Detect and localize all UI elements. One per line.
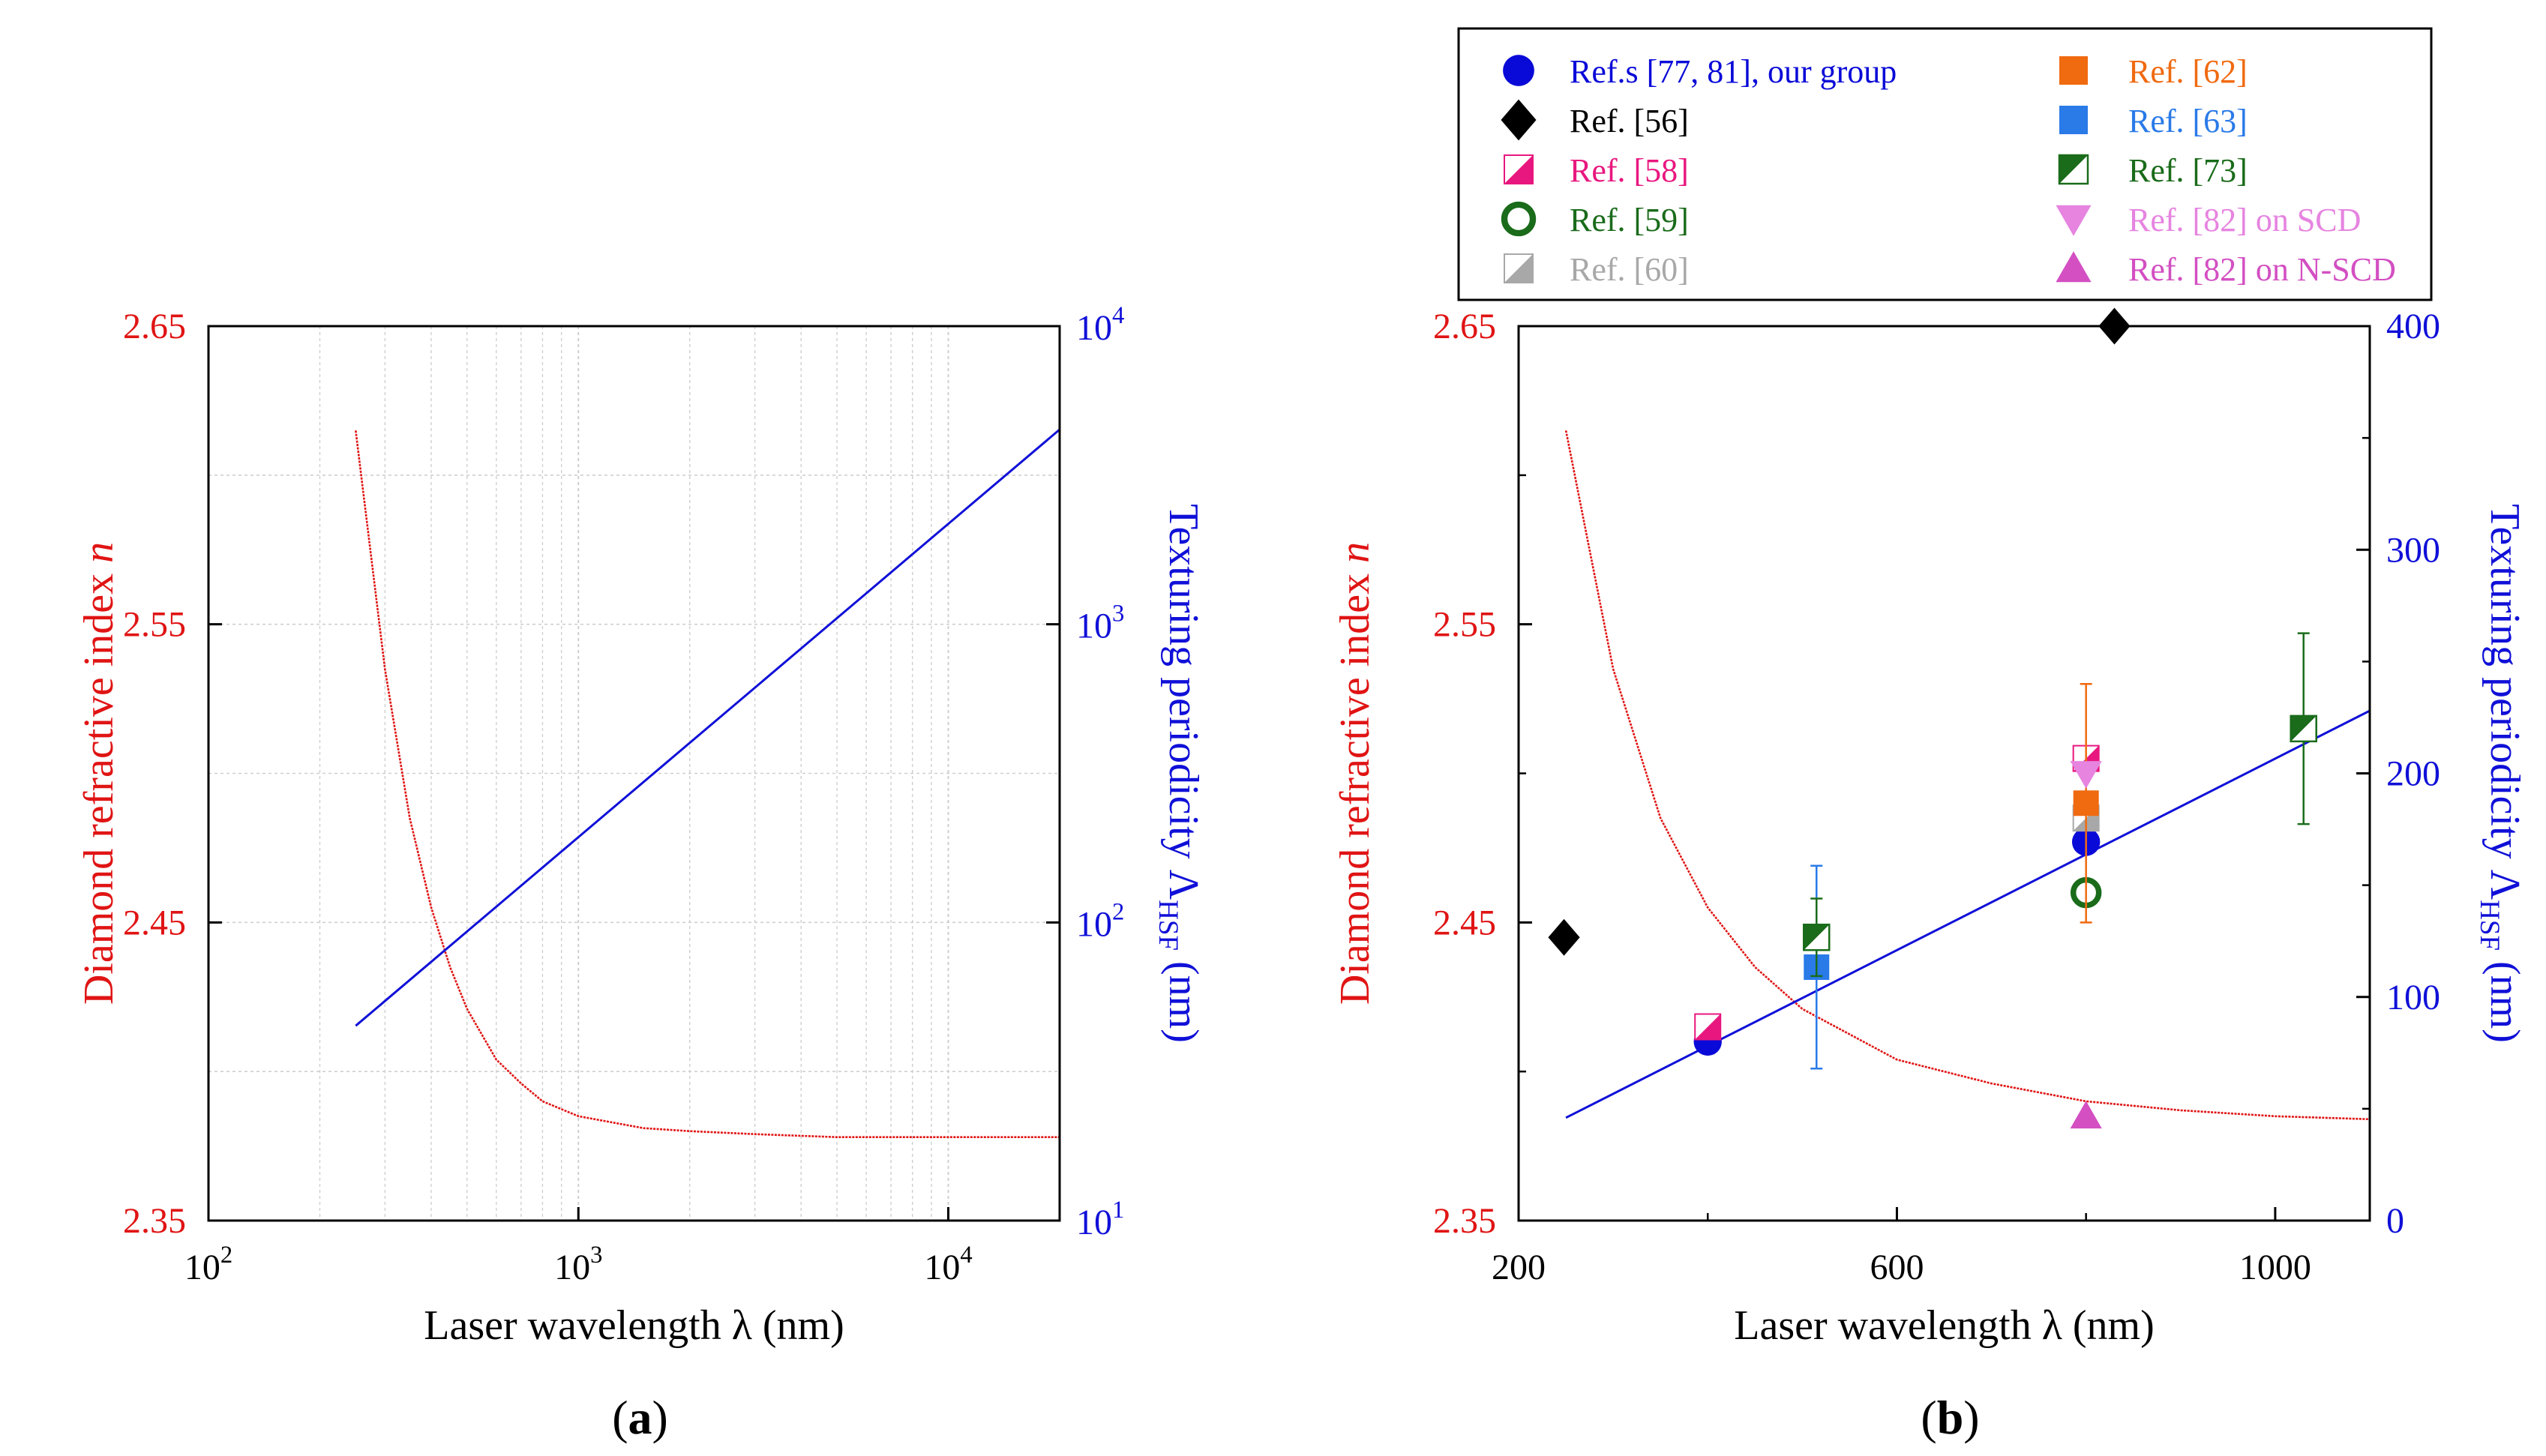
- right-tick-label: 400: [2386, 307, 2440, 346]
- legend-marker: [2059, 106, 2088, 134]
- panel-label: (b): [1921, 1391, 1979, 1444]
- periodicity-line: [1565, 709, 2371, 1119]
- right-axis-label: Texturing periodicity ΛHSF (nm): [2475, 504, 2528, 1043]
- refractive-index-curve: [355, 430, 1060, 1138]
- right-tick-label: 100: [2386, 978, 2440, 1017]
- left-axis-label: Diamond refractive index n: [1332, 542, 1378, 1005]
- legend-marker: [1501, 99, 1537, 141]
- x-axis-label: Laser wavelength λ (nm): [1734, 1302, 2155, 1349]
- right-tick-label: 0: [2386, 1201, 2404, 1241]
- x-tick-label: 1000: [2239, 1248, 2311, 1287]
- legend-marker: [1501, 201, 1537, 237]
- left-tick-label: 2.45: [123, 903, 186, 942]
- x-tick-label: 104: [924, 1242, 972, 1287]
- right-tick-label: 200: [2386, 754, 2440, 794]
- left-axis-label: Diamond refractive index n: [76, 542, 122, 1005]
- left-tick-label: 2.55: [123, 605, 186, 645]
- left-tick-label: 2.65: [1433, 307, 1496, 346]
- legend-label: Ref. [60]: [1570, 251, 1689, 288]
- data-point: [2073, 790, 2099, 816]
- legend-label: Ref. [58]: [1570, 152, 1689, 189]
- left-tick-label: 2.35: [1433, 1201, 1496, 1241]
- legend-marker: [2058, 154, 2089, 185]
- legend-label: Ref. [82] on N-SCD: [2128, 251, 2396, 288]
- legend-label: Ref. [62]: [2128, 53, 2248, 90]
- grid: [208, 326, 1060, 1221]
- legend-marker-fill: [1504, 254, 1533, 283]
- left-tick-label: 2.65: [123, 307, 186, 346]
- legend-marker-fill: [1504, 155, 1533, 184]
- panel-b: 2.35 2.45 2.55 2.65 0 100 200 300 400 200 600 1000 R…: [1332, 27, 2528, 1444]
- plot-frame: [207, 325, 1061, 1222]
- legend-label: Ref. [59]: [1570, 202, 1689, 238]
- left-tick-label: 2.45: [1433, 903, 1496, 942]
- data-point-fill: [1695, 1014, 1721, 1040]
- legend-label: Ref. [63]: [2128, 103, 2248, 139]
- data-point: [1803, 923, 1831, 951]
- left-tick-label: 2.55: [1433, 605, 1496, 645]
- x-tick-label: 600: [1870, 1248, 1924, 1287]
- data-point-fill: [1804, 924, 1830, 951]
- panel-label: (a): [612, 1391, 668, 1444]
- legend-marker: [2059, 56, 2088, 85]
- legend-label: Ref. [73]: [2128, 152, 2248, 189]
- data-point: [1694, 1013, 1722, 1041]
- right-tick-label: 300: [2386, 530, 2440, 570]
- data-point: [1548, 918, 1580, 956]
- legend-label: Ref. [56]: [1570, 103, 1689, 139]
- periodicity-line: [355, 428, 1060, 1027]
- data-point: [2070, 1101, 2102, 1129]
- legend-marker: [1503, 55, 1534, 86]
- data-point: [2290, 715, 2317, 743]
- legend-label: Ref. [82] on SCD: [2128, 202, 2361, 238]
- legend-marker: [1504, 253, 1534, 283]
- x-tick-label: 103: [554, 1242, 602, 1287]
- x-tick-label: 200: [1492, 1248, 1546, 1287]
- legend-marker: [2056, 251, 2092, 283]
- panel-a: 2.35 2.45 2.55 2.65 101 102 103 104 102 103 104 Las…: [76, 302, 1207, 1444]
- right-axis-label: Texturing periodicity ΛHSF (nm): [1153, 504, 1207, 1043]
- refractive-index-curve: [1564, 430, 2371, 1121]
- legend-label: Ref.s [77, 81], our group: [1570, 53, 1897, 90]
- legend-marker: [2056, 205, 2092, 236]
- right-tick-label: 102: [1076, 898, 1124, 944]
- x-tick-label: 102: [184, 1242, 232, 1287]
- data-point-fill: [2290, 715, 2317, 741]
- data-point: [2098, 307, 2131, 345]
- right-tick-label: 103: [1076, 601, 1124, 646]
- right-tick-label: 104: [1076, 302, 1124, 348]
- left-tick-label: 2.35: [123, 1201, 186, 1241]
- legend-marker: [1504, 154, 1534, 184]
- legend-marker-fill: [2059, 155, 2088, 184]
- right-tick-label: 101: [1076, 1197, 1124, 1242]
- legend-box: [1457, 27, 2433, 301]
- x-axis-label: Laser wavelength λ (nm): [424, 1302, 844, 1349]
- data-point: [2070, 761, 2102, 789]
